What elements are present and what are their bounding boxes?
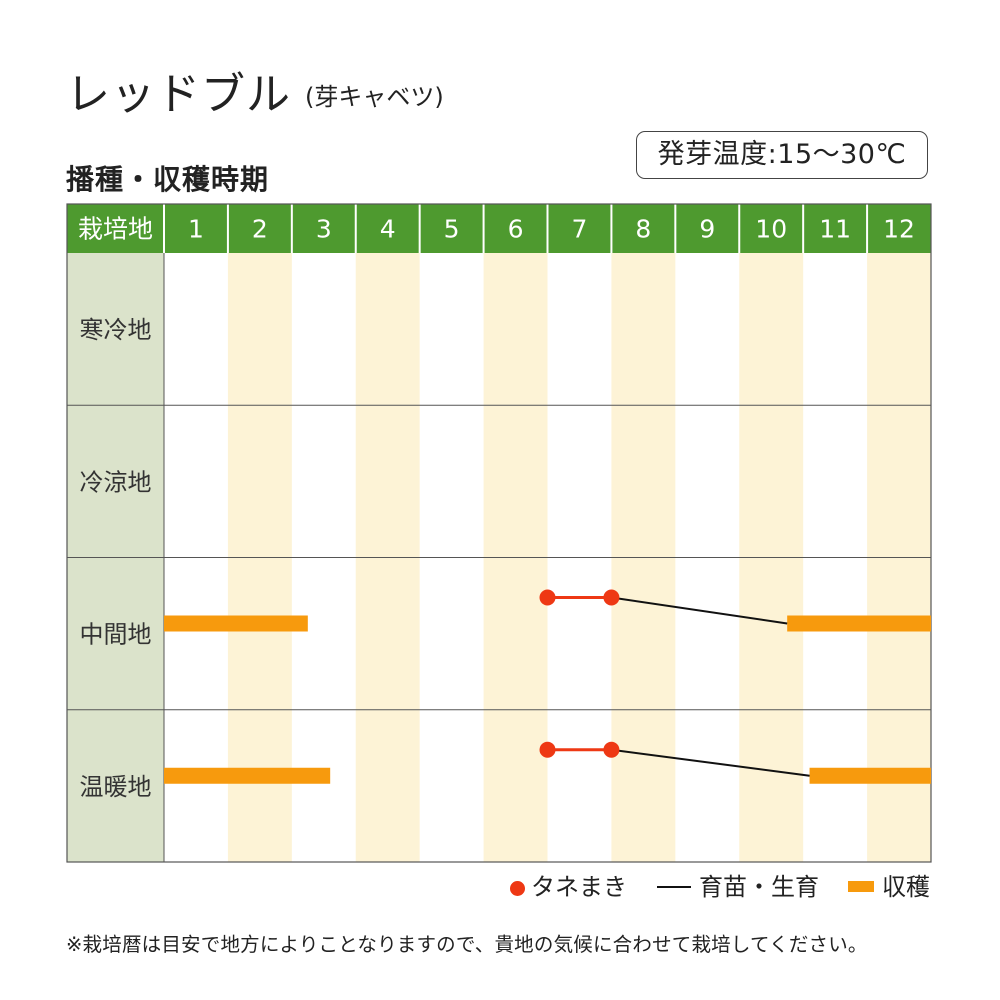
- legend-harvest-label: 収穫: [882, 873, 930, 901]
- header-row-bg: [67, 204, 931, 253]
- product-name: レッドブル: [66, 69, 291, 120]
- month-header-label: 9: [699, 215, 715, 244]
- month-header-label: 1: [188, 215, 204, 244]
- legend-sowing: タネまき: [510, 872, 627, 902]
- product-category: (芽キャベツ): [305, 83, 444, 111]
- growing-line: [611, 748, 810, 777]
- harvest-bar: [809, 767, 931, 784]
- month-header-label: 3: [316, 215, 332, 244]
- footnote: ※栽培暦は目安で地方によりことなりますので、貴地の気候に合わせて栽培してください…: [66, 933, 868, 956]
- legend-sowing-label: タネまき: [531, 873, 627, 901]
- month-header-label: 2: [252, 215, 268, 244]
- region-label: 冷涼地: [80, 468, 152, 496]
- harvest-bar-icon: [848, 881, 874, 892]
- legend-growing-label: 育苗・生育: [699, 873, 819, 901]
- sowing-dot: [603, 741, 620, 758]
- sowing-dot: [539, 589, 556, 606]
- region-label: 中間地: [80, 621, 152, 649]
- month-header-label: 11: [819, 215, 851, 244]
- growing-line: [611, 596, 788, 625]
- legend-growing: 育苗・生育: [657, 872, 819, 902]
- germination-temperature-badge: 発芽温度:15～30℃: [636, 131, 928, 179]
- region-label: 温暖地: [80, 773, 152, 801]
- header-region-label: 栽培地: [78, 215, 153, 244]
- sowing-dot-icon: [510, 881, 525, 896]
- month-header-label: 6: [508, 215, 524, 244]
- month-header-label: 12: [883, 215, 915, 244]
- growing-line-icon: [657, 885, 691, 888]
- section-title: 播種・収穫時期: [66, 163, 270, 196]
- legend-harvest: 収穫: [848, 872, 930, 902]
- month-header-label: 7: [572, 215, 588, 244]
- month-header-label: 8: [635, 215, 651, 244]
- sowing-dot: [539, 741, 556, 758]
- region-label: 寒冷地: [80, 316, 152, 344]
- month-header-label: 5: [444, 215, 460, 244]
- month-header-label: 10: [755, 215, 787, 244]
- product-title: レッドブル (芽キャベツ): [66, 58, 444, 122]
- harvest-bar: [164, 767, 331, 784]
- month-header-label: 4: [380, 215, 396, 244]
- harvest-bar: [787, 615, 931, 632]
- harvest-bar: [164, 615, 308, 632]
- sowing-dot: [603, 589, 620, 606]
- chart-frame: [66, 203, 932, 863]
